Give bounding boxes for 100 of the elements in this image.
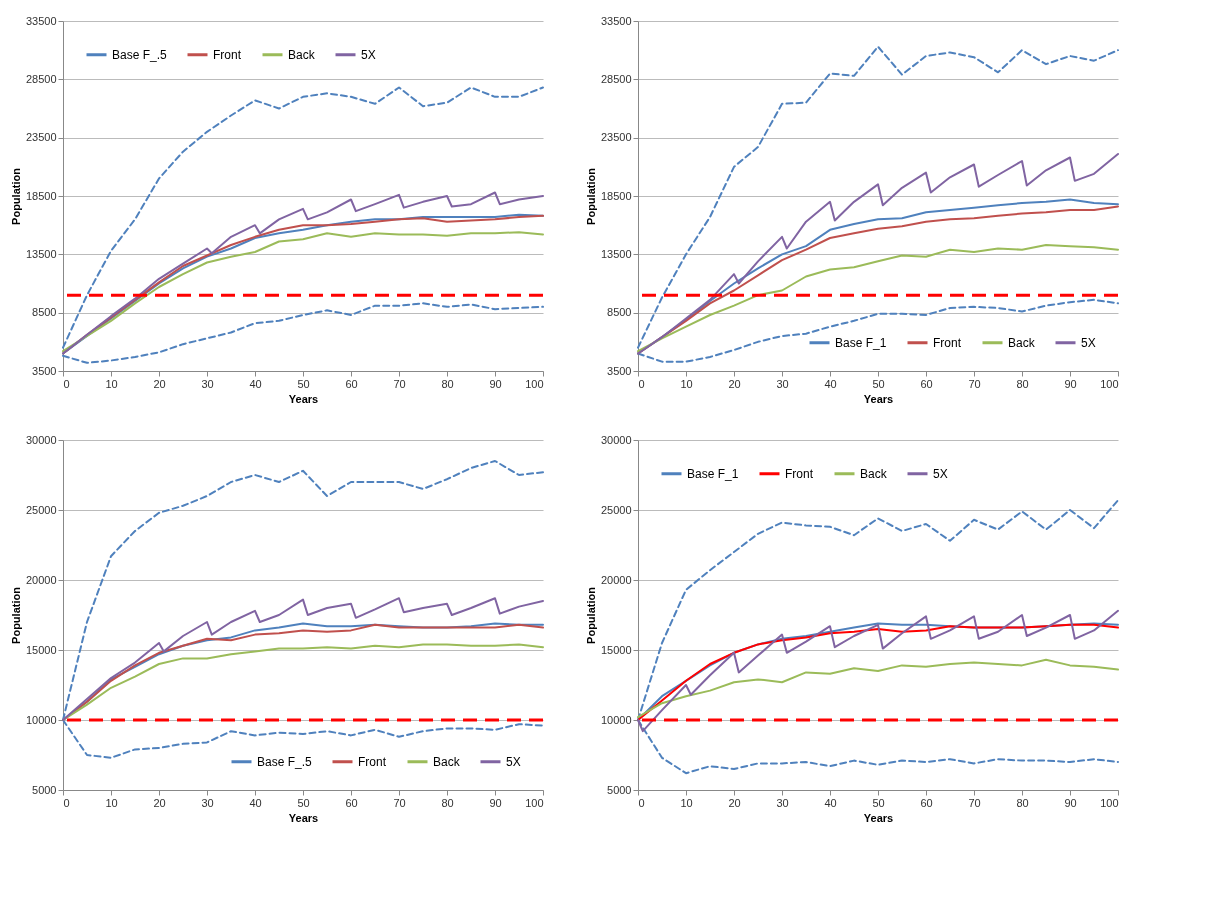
x-tick-label: 90: [489, 796, 502, 809]
x-tick-label: 50: [872, 377, 885, 390]
x-tick-label: 20: [728, 796, 741, 809]
x-axis-title: Years: [863, 392, 894, 405]
x-tick-label: 40: [824, 796, 837, 809]
x-tick-label: 20: [153, 796, 166, 809]
x-tick-label: 90: [1064, 796, 1077, 809]
y-tick-label: 33500: [25, 14, 57, 27]
x-tick-label: 70: [393, 796, 406, 809]
y-tick-label: 20000: [600, 573, 632, 586]
x-tick-label: 0: [63, 796, 70, 809]
line-series: [62, 597, 544, 721]
x-tick-label: 20: [153, 377, 166, 390]
line-series: [62, 86, 544, 349]
y-tick-label: 8500: [32, 306, 57, 319]
x-tick-label: 100: [525, 377, 544, 390]
y-tick-label: 13500: [25, 247, 57, 260]
x-tick-label: 80: [441, 377, 454, 390]
y-tick-label: 30000: [25, 433, 57, 446]
y-tick-label: 28500: [600, 72, 632, 85]
legend-label: 5X: [506, 754, 521, 769]
x-tick-label: 10: [105, 377, 118, 390]
legend-label: Base F_1: [687, 466, 739, 481]
x-tick-label: 40: [249, 796, 262, 809]
y-tick-label: 5000: [607, 783, 632, 796]
y-tick-label: 15000: [600, 643, 632, 656]
y-tick-label: 20000: [25, 573, 57, 586]
y-tick-label: 23500: [600, 131, 632, 144]
y-tick-label: 15000: [25, 643, 57, 656]
legend-label: Front: [213, 47, 242, 62]
x-tick-label: 0: [638, 796, 645, 809]
x-tick-label: 50: [872, 796, 885, 809]
y-tick-label: 3500: [32, 364, 57, 377]
x-tick-label: 100: [525, 796, 544, 809]
legend-label: Front: [785, 466, 814, 481]
x-tick-label: 90: [489, 377, 502, 390]
legend-label: Back: [860, 466, 888, 481]
x-tick-label: 80: [1016, 796, 1029, 809]
x-tick-label: 30: [776, 796, 789, 809]
y-tick-label: 33500: [600, 14, 632, 27]
legend-label: Front: [358, 754, 387, 769]
x-tick-label: 30: [776, 377, 789, 390]
x-tick-label: 30: [201, 796, 214, 809]
line-series: [637, 153, 1119, 355]
x-tick-label: 70: [968, 377, 981, 390]
line-series: [637, 609, 1119, 733]
y-tick-label: 13500: [600, 247, 632, 260]
y-axis-title: Population: [584, 586, 597, 644]
x-tick-label: 60: [920, 377, 933, 390]
legend-label: Back: [433, 754, 461, 769]
x-tick-label: 70: [968, 796, 981, 809]
x-tick-label: 40: [824, 377, 837, 390]
line-series: [637, 45, 1119, 349]
x-tick-label: 70: [393, 377, 406, 390]
y-tick-label: 25000: [600, 503, 632, 516]
y-tick-label: 18500: [600, 189, 632, 202]
x-tick-label: 80: [441, 796, 454, 809]
legend-label: Front: [933, 335, 962, 350]
legend-label: 5X: [933, 466, 948, 481]
legend-label: Back: [288, 47, 316, 62]
x-tick-label: 10: [680, 796, 693, 809]
y-axis-title: Population: [9, 167, 22, 225]
legend-label: 5X: [1081, 335, 1096, 350]
y-tick-label: 25000: [25, 503, 57, 516]
x-tick-label: 50: [297, 377, 310, 390]
line-series: [637, 658, 1119, 719]
y-axis-title: Population: [584, 167, 597, 225]
y-tick-label: 28500: [25, 72, 57, 85]
legend-label: 5X: [361, 47, 376, 62]
y-tick-label: 8500: [607, 306, 632, 319]
y-tick-label: 5000: [32, 783, 57, 796]
x-tick-label: 30: [201, 377, 214, 390]
x-tick-label: 80: [1016, 377, 1029, 390]
legend-label: Base F_.5: [257, 754, 313, 769]
y-tick-label: 10000: [25, 713, 57, 726]
x-tick-label: 40: [249, 377, 262, 390]
x-tick-label: 60: [345, 377, 358, 390]
x-axis-title: Years: [288, 811, 319, 824]
y-tick-label: 30000: [600, 433, 632, 446]
x-axis-title: Years: [863, 811, 894, 824]
x-tick-label: 50: [297, 796, 310, 809]
x-tick-label: 60: [345, 796, 358, 809]
line-series: [62, 643, 544, 721]
x-tick-label: 60: [920, 796, 933, 809]
y-tick-label: 3500: [607, 364, 632, 377]
x-tick-label: 10: [105, 796, 118, 809]
x-tick-label: 0: [63, 377, 70, 390]
x-tick-label: 10: [680, 377, 693, 390]
legend-label: Base F_1: [835, 335, 887, 350]
y-tick-label: 23500: [25, 131, 57, 144]
y-tick-label: 18500: [25, 189, 57, 202]
line-series: [637, 244, 1119, 353]
x-tick-label: 90: [1064, 377, 1077, 390]
x-tick-label: 20: [728, 377, 741, 390]
x-tick-label: 100: [1100, 796, 1119, 809]
y-tick-label: 10000: [600, 713, 632, 726]
x-tick-label: 100: [1100, 377, 1119, 390]
legend-label: Back: [1008, 335, 1036, 350]
x-axis-title: Years: [288, 392, 319, 405]
x-tick-label: 0: [638, 377, 645, 390]
